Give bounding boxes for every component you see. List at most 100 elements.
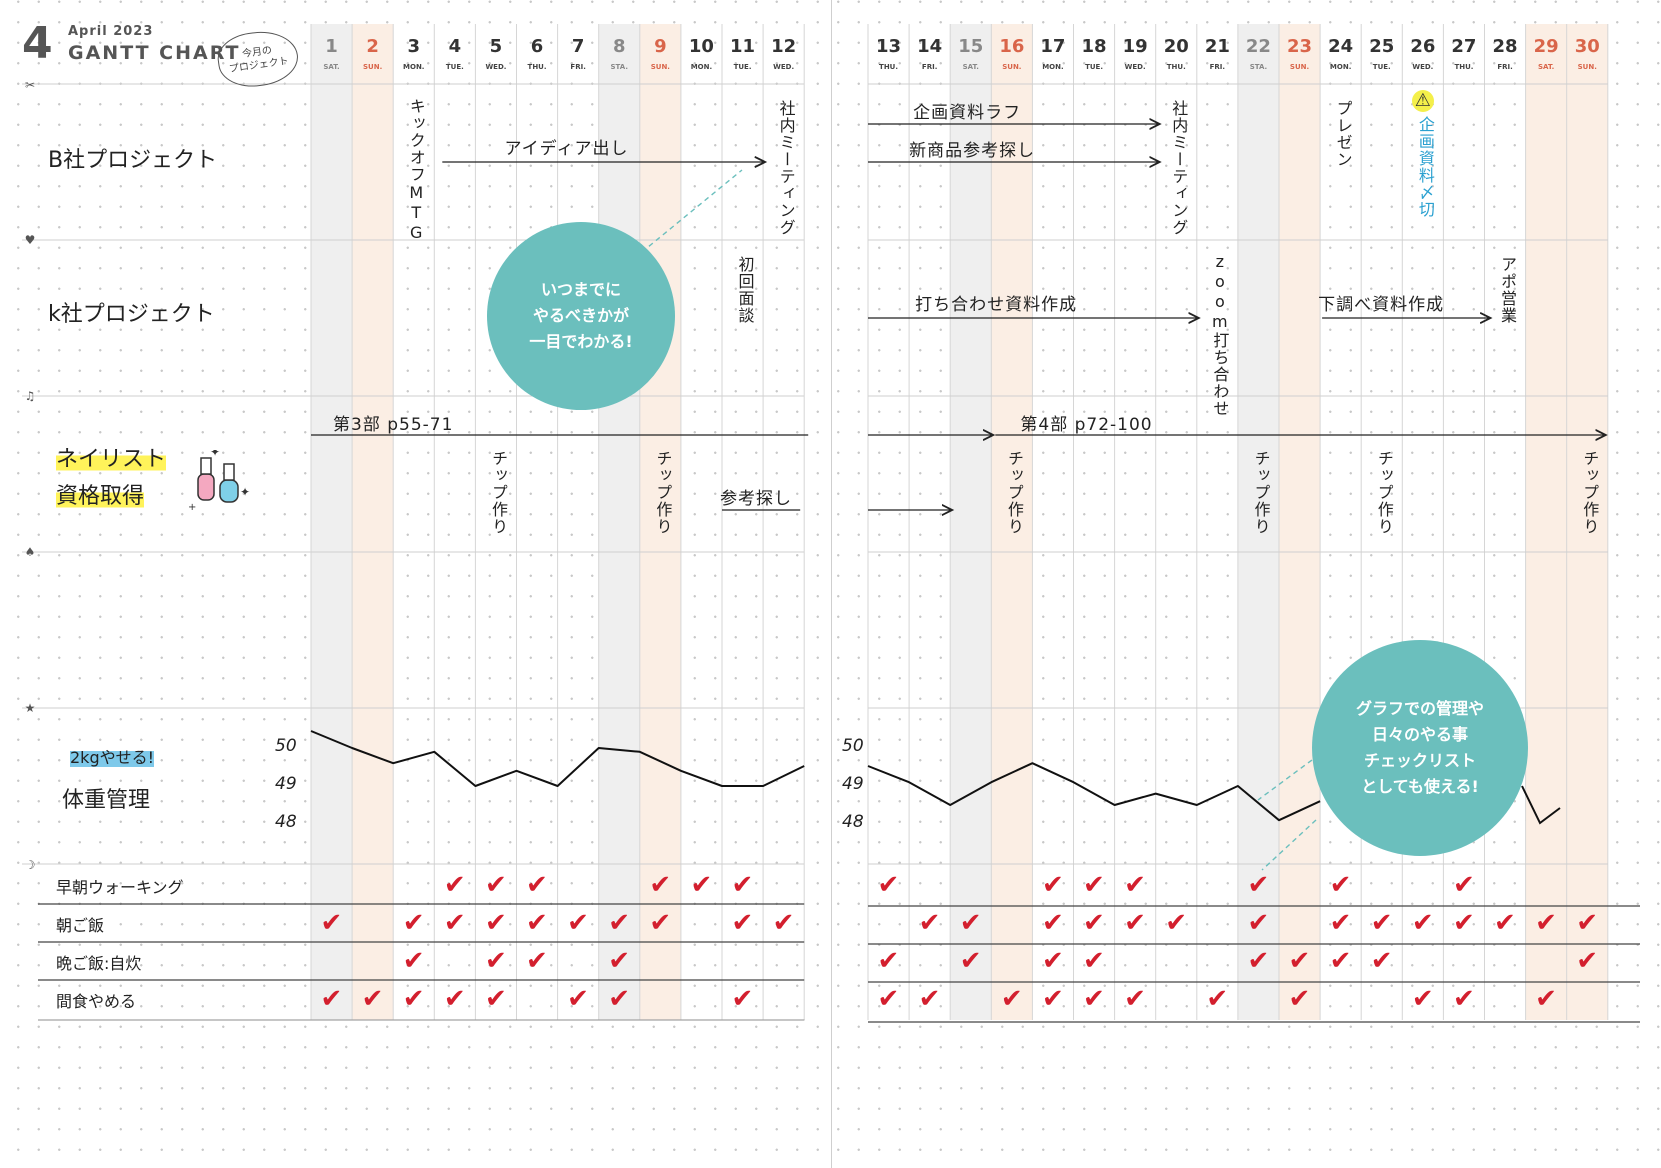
day-number: 25 bbox=[1369, 36, 1395, 57]
weekday-label: WED. bbox=[773, 63, 795, 71]
sat-column-shade bbox=[1237, 24, 1279, 1020]
check-mark-day-17: ✔ bbox=[1041, 984, 1064, 1014]
star-icon: ★ bbox=[24, 701, 36, 715]
checklist-label: 間食やめる bbox=[56, 992, 137, 1011]
check-mark-day-30: ✔ bbox=[1576, 946, 1599, 976]
svg-text:+: + bbox=[188, 502, 196, 513]
weekday-label: WED. bbox=[1412, 63, 1434, 71]
day-number: 21 bbox=[1204, 36, 1230, 57]
callout-bubble-right: グラフでの管理や 日々のやる事 チェックリスト としても使える! bbox=[1312, 640, 1528, 856]
weight-axis-tick: 50 bbox=[275, 736, 297, 756]
sat-column-shade bbox=[311, 24, 353, 1020]
check-mark-day-26: ✔ bbox=[1411, 908, 1434, 938]
task-part3: 第3部 p55-71 bbox=[333, 415, 454, 435]
check-mark-day-8: ✔ bbox=[608, 984, 631, 1014]
check-mark-day-16: ✔ bbox=[1000, 984, 1023, 1014]
day-number: 2 bbox=[366, 36, 379, 57]
callout-bubble-left: いつまでに やるべきかが 一目でわかる! bbox=[487, 222, 675, 410]
check-mark-day-17: ✔ bbox=[1041, 908, 1064, 938]
task-idea: アイディア出し bbox=[504, 139, 629, 159]
weekday-label: FRI. bbox=[1497, 63, 1513, 71]
check-mark-day-22: ✔ bbox=[1247, 946, 1270, 976]
check-mark-day-5: ✔ bbox=[484, 908, 507, 938]
callout-line: チェックリスト bbox=[1363, 751, 1476, 770]
weekday-label: THU. bbox=[1454, 63, 1474, 71]
weekday-label: WED. bbox=[485, 63, 507, 71]
task-research-doc: 下調べ資料作成 bbox=[1318, 295, 1445, 315]
callout-line: やるべきかが bbox=[532, 306, 629, 325]
check-mark-day-11: ✔ bbox=[731, 984, 754, 1014]
weekday-label: THU. bbox=[527, 63, 547, 71]
heart-icon: ♥ bbox=[24, 233, 36, 247]
day-number: 26 bbox=[1410, 36, 1436, 57]
check-mark-day-5: ✔ bbox=[484, 870, 507, 900]
check-mark-day-24: ✔ bbox=[1329, 870, 1352, 900]
task-tip: チップ作り bbox=[488, 450, 508, 535]
sun-column-shade bbox=[639, 24, 681, 1020]
month-year: April 2023 bbox=[68, 24, 154, 39]
check-mark-day-4: ✔ bbox=[443, 908, 466, 938]
check-mark-day-22: ✔ bbox=[1247, 908, 1270, 938]
day-number: 24 bbox=[1328, 36, 1354, 57]
check-mark-day-9: ✔ bbox=[649, 908, 672, 938]
check-mark-day-4: ✔ bbox=[443, 984, 466, 1014]
check-mark-day-27: ✔ bbox=[1452, 908, 1475, 938]
weekday-label: THU. bbox=[1166, 63, 1186, 71]
task-reference: 参考探し bbox=[720, 489, 792, 509]
check-mark-day-6: ✔ bbox=[526, 946, 548, 976]
task-new-product: 新商品参考探し bbox=[909, 141, 1036, 161]
check-mark-day-3: ✔ bbox=[402, 908, 425, 938]
task-meeting: 社内ミーティング bbox=[776, 100, 796, 236]
weight-line-right-end bbox=[1521, 785, 1561, 825]
day-number: 27 bbox=[1451, 36, 1477, 57]
check-mark-day-6: ✔ bbox=[526, 870, 548, 900]
day-number: 12 bbox=[771, 36, 797, 57]
task-tip: チップ作り bbox=[1251, 450, 1271, 535]
day-number: 29 bbox=[1533, 36, 1559, 57]
day-number: 13 bbox=[876, 36, 902, 57]
scissors-icon: ✂ bbox=[24, 78, 36, 92]
check-mark-day-12: ✔ bbox=[772, 908, 795, 938]
check-mark-day-17: ✔ bbox=[1041, 870, 1064, 900]
callout-leader-right-2 bbox=[1261, 819, 1317, 871]
check-mark-day-4: ✔ bbox=[443, 870, 466, 900]
check-mark-day-5: ✔ bbox=[484, 946, 507, 976]
weekday-label: TUE. bbox=[1085, 63, 1103, 71]
page-divider bbox=[831, 0, 832, 1168]
task-plan-draft: 企画資料ラフ bbox=[913, 103, 1022, 123]
check-mark-day-11: ✔ bbox=[731, 908, 754, 938]
check-mark-day-1: ✔ bbox=[320, 984, 343, 1014]
day-number: 8 bbox=[612, 36, 626, 57]
day-number: 10 bbox=[688, 36, 714, 57]
check-mark-day-1: ✔ bbox=[320, 908, 343, 938]
weekday-label: SAT. bbox=[962, 63, 979, 71]
weekday-label: TUE. bbox=[445, 63, 464, 71]
checklist-label: 晩ご飯:自炊 bbox=[56, 954, 142, 973]
sun-column-shade bbox=[1279, 24, 1321, 1020]
svg-text:✦: ✦ bbox=[240, 485, 250, 499]
check-mark-day-5: ✔ bbox=[484, 984, 507, 1014]
check-mark-day-14: ✔ bbox=[918, 908, 941, 938]
check-mark-day-25: ✔ bbox=[1370, 946, 1393, 976]
check-mark-day-13: ✔ bbox=[877, 984, 900, 1014]
weight-axis-tick: 48 bbox=[842, 812, 864, 832]
sun-column-shade bbox=[1566, 24, 1608, 1020]
check-mark-day-7: ✔ bbox=[567, 908, 589, 938]
task-first-meet: 初回面談 bbox=[735, 256, 755, 324]
month-number: 4 bbox=[22, 18, 53, 69]
task-tip: チップ作り bbox=[1580, 450, 1600, 535]
warning-icon: ⚠ bbox=[1411, 90, 1434, 112]
check-mark-day-20: ✔ bbox=[1165, 908, 1188, 938]
check-mark-day-24: ✔ bbox=[1329, 946, 1352, 976]
check-mark-day-28: ✔ bbox=[1494, 908, 1516, 938]
check-mark-day-18: ✔ bbox=[1083, 870, 1105, 900]
check-mark-day-24: ✔ bbox=[1329, 908, 1352, 938]
check-mark-day-29: ✔ bbox=[1535, 908, 1557, 938]
weekday-label: MON. bbox=[1329, 63, 1352, 71]
day-number: 5 bbox=[489, 36, 503, 57]
weight-line-left bbox=[310, 730, 805, 787]
day-number: 19 bbox=[1122, 36, 1148, 57]
check-mark-day-18: ✔ bbox=[1083, 946, 1105, 976]
check-mark-day-27: ✔ bbox=[1452, 984, 1475, 1014]
